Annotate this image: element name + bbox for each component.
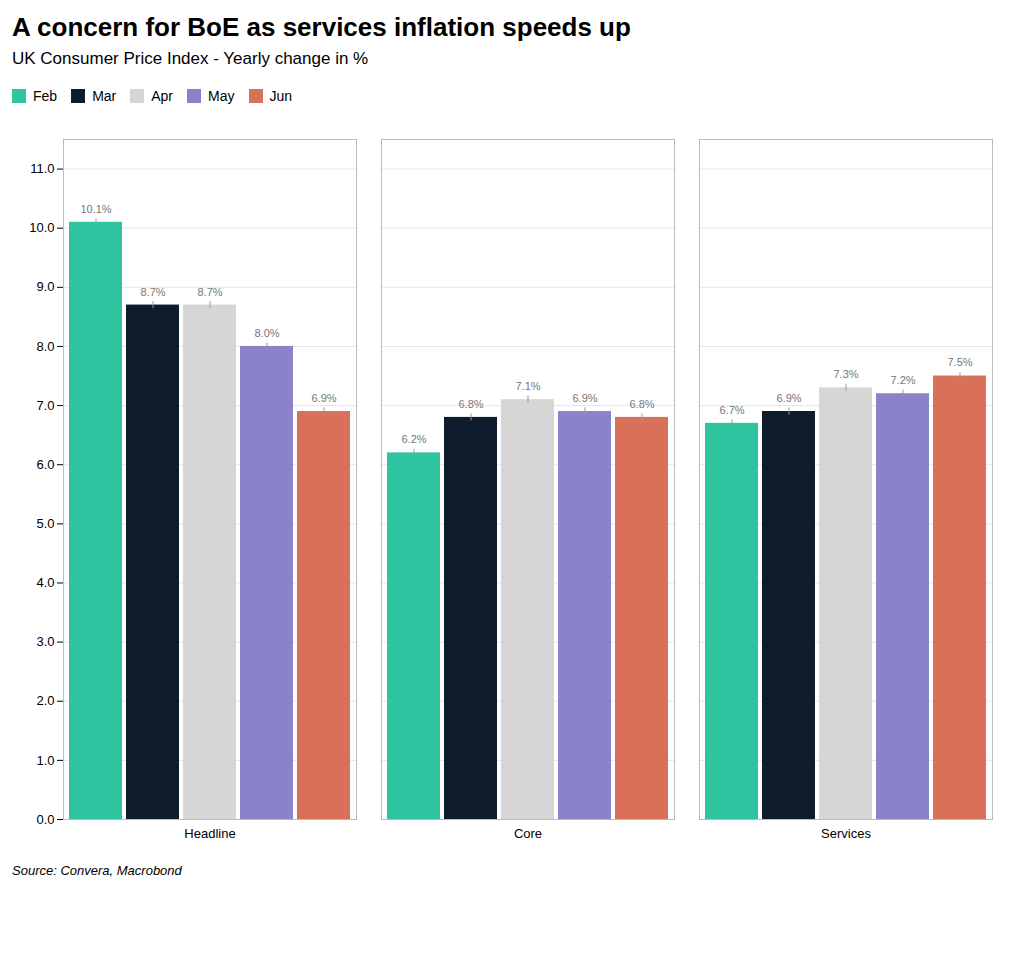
html-text:Jun: Jun <box>269 87 293 104</box>
svg-text:6.9%: 6.9% <box>311 392 336 404</box>
svg-text:6.9%: 6.9% <box>572 392 597 404</box>
html-text:UK Consumer Price Index - Year: UK Consumer Price Index - Yearly change … <box>12 49 369 68</box>
svg-text:7.0: 7.0 <box>36 398 54 413</box>
html-text:Apr: Apr <box>151 87 173 104</box>
svg-text:0.0: 0.0 <box>36 812 54 827</box>
svg-text:6.0: 6.0 <box>36 457 54 472</box>
svg-text:7.1%: 7.1% <box>515 380 540 392</box>
html-text:May: May <box>208 87 235 104</box>
svg-text:8.0%: 8.0% <box>254 327 279 339</box>
svg-text:6.7%: 6.7% <box>719 404 744 416</box>
svg-text:8.7%: 8.7% <box>140 286 165 298</box>
svg-text:1.0: 1.0 <box>36 753 54 768</box>
svg-text:7.3%: 7.3% <box>833 368 858 380</box>
html-text:Source: Convera, Macrobond: Source: Convera, Macrobond <box>12 863 182 878</box>
svg-text:8.0: 8.0 <box>36 339 54 354</box>
svg-text:10.1%: 10.1% <box>80 203 111 215</box>
svg-text:6.8%: 6.8% <box>629 398 654 410</box>
svg-text:10.0: 10.0 <box>29 220 54 235</box>
svg-text:6.9%: 6.9% <box>776 392 801 404</box>
svg-text:8.7%: 8.7% <box>197 286 222 298</box>
svg-text:6.2%: 6.2% <box>401 433 426 445</box>
svg-text:Core: Core <box>514 826 542 841</box>
html-text:Mar: Mar <box>92 87 117 104</box>
svg-text:11.0: 11.0 <box>30 161 54 176</box>
svg-text:Services: Services <box>821 826 871 841</box>
svg-text:2.0: 2.0 <box>36 693 54 708</box>
svg-text:7.5%: 7.5% <box>947 356 972 368</box>
svg-text:7.2%: 7.2% <box>890 374 915 386</box>
svg-text:5.0: 5.0 <box>36 516 54 531</box>
svg-text:3.0: 3.0 <box>36 634 54 649</box>
html-text:Feb: Feb <box>33 87 58 104</box>
svg-text:Headline: Headline <box>184 826 235 841</box>
html-text:A concern for BoE as services: A concern for BoE as services inflation … <box>12 12 631 42</box>
svg-text:6.8%: 6.8% <box>458 398 483 410</box>
svg-text:4.0: 4.0 <box>36 575 54 590</box>
svg-text:9.0: 9.0 <box>36 279 54 294</box>
